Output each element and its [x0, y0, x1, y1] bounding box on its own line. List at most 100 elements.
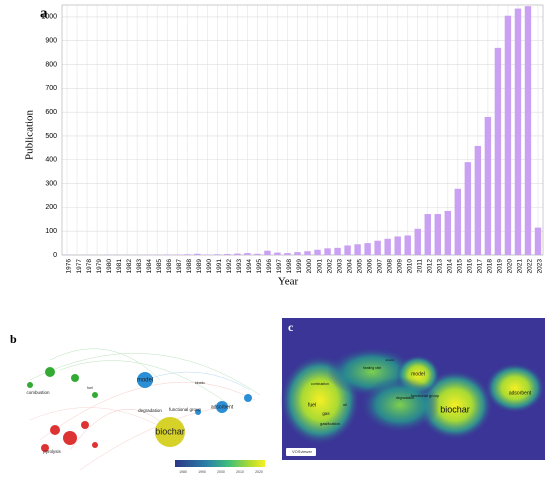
x-tick-label: 2001 [316, 259, 323, 274]
panel-label: a [40, 5, 48, 21]
bar [534, 227, 542, 255]
bar [184, 254, 191, 255]
colorbar-tick-label: 1980 [179, 470, 187, 474]
term-label: kinetic [195, 381, 205, 385]
bar [394, 236, 401, 255]
x-tick-label: 2003 [336, 259, 343, 274]
term-label: pyrolysis [43, 449, 61, 454]
y-tick-label: 100 [45, 228, 57, 235]
y-axis-label: Publication [24, 109, 36, 160]
x-tick-label: 1985 [156, 259, 163, 274]
bar [364, 243, 371, 255]
x-tick-label: 1994 [246, 259, 253, 274]
bar [324, 248, 331, 255]
x-tick-label: 1998 [286, 259, 293, 274]
plot-frame [61, 4, 544, 256]
x-tick-label: 1995 [256, 259, 263, 274]
x-tick-label: 2013 [437, 259, 444, 274]
x-tick-label: 1997 [276, 259, 283, 274]
bar [274, 252, 281, 255]
bar [284, 253, 291, 255]
y-tick-label: 700 [45, 85, 57, 92]
bar [514, 8, 522, 256]
bar [404, 235, 411, 255]
bar [374, 240, 381, 255]
bar [234, 253, 241, 255]
x-tick-label: 1991 [216, 259, 223, 274]
x-tick-label: 1999 [296, 259, 303, 274]
x-tick-label: 2002 [326, 259, 333, 274]
y-tick-label: 0 [53, 252, 57, 259]
y-tick-label: 400 [45, 157, 57, 164]
term-label: adsorbent [509, 390, 532, 396]
bar [304, 251, 311, 255]
x-tick-label: 2000 [306, 259, 313, 274]
bar [474, 145, 482, 255]
term-label: fuel [308, 402, 316, 408]
bar [424, 214, 431, 255]
x-tick-label: 2016 [467, 259, 474, 274]
bar [294, 252, 301, 255]
bar [214, 254, 221, 255]
x-tick-label: 2021 [517, 259, 524, 274]
x-tick-label: 1983 [136, 259, 143, 274]
x-tick-label: 2018 [487, 259, 494, 274]
term-label: heating rate [363, 366, 382, 370]
bar [434, 214, 441, 255]
bar [254, 253, 261, 255]
x-tick-label: 1980 [106, 259, 113, 274]
term-label: degradation [138, 408, 162, 413]
x-tick-label: 1989 [196, 259, 203, 274]
term-label: combustion [26, 390, 50, 395]
bar [494, 47, 502, 255]
x-tick-label: 2009 [396, 259, 403, 274]
y-tick-label: 600 [45, 109, 57, 116]
x-tick-label: 1990 [206, 259, 213, 274]
term-label: gasification [320, 421, 340, 426]
x-tick-label: 2023 [537, 259, 544, 274]
x-tick-label: 1988 [186, 259, 193, 274]
x-tick-label: 2015 [457, 259, 464, 274]
logo: VOSviewer [292, 449, 313, 454]
network-b: biochar model adsorbent degradation function… [26, 348, 265, 474]
term-label: functional group [169, 407, 202, 412]
term-label: kinetic [386, 358, 395, 362]
y-tick-label: 200 [45, 204, 57, 211]
bar [354, 244, 361, 255]
term-label: oil [343, 402, 347, 407]
grid [62, 5, 543, 256]
bar [264, 250, 271, 255]
term-label: fuel [87, 386, 93, 390]
bar [524, 6, 532, 256]
bar [384, 238, 391, 255]
x-tick-label: 1993 [236, 259, 243, 274]
x-tick-label: 2004 [346, 259, 353, 274]
x-tick-label: 1977 [76, 259, 83, 274]
bar [314, 249, 321, 255]
term-label: biochar [440, 404, 470, 414]
bar [464, 162, 472, 255]
y-tick-label: 800 [45, 61, 57, 68]
y-tick-label: 300 [45, 180, 57, 187]
x-tick-label: 2011 [416, 259, 423, 273]
bar [504, 15, 512, 256]
colorbar-tick-label: 2000 [217, 470, 225, 474]
x-tick-label: 2010 [406, 259, 413, 274]
x-tick-label: 2006 [366, 259, 373, 274]
bar [344, 245, 351, 255]
x-tick-label: 1979 [96, 259, 103, 274]
x-axis-label: Year [278, 276, 299, 288]
panel-label: b [10, 332, 17, 346]
x-tick-label: 1981 [116, 259, 123, 274]
x-tick-label: 1986 [166, 259, 173, 274]
bar [194, 253, 201, 255]
x-tick-label: 1992 [226, 259, 233, 274]
x-tick-label: 1984 [146, 259, 153, 274]
term-label: model [137, 378, 153, 384]
x-tick-label: 2014 [447, 259, 454, 274]
x-tick-label: 2019 [497, 259, 504, 274]
y-tick-label: 900 [45, 38, 57, 45]
term-label: model [411, 371, 425, 377]
